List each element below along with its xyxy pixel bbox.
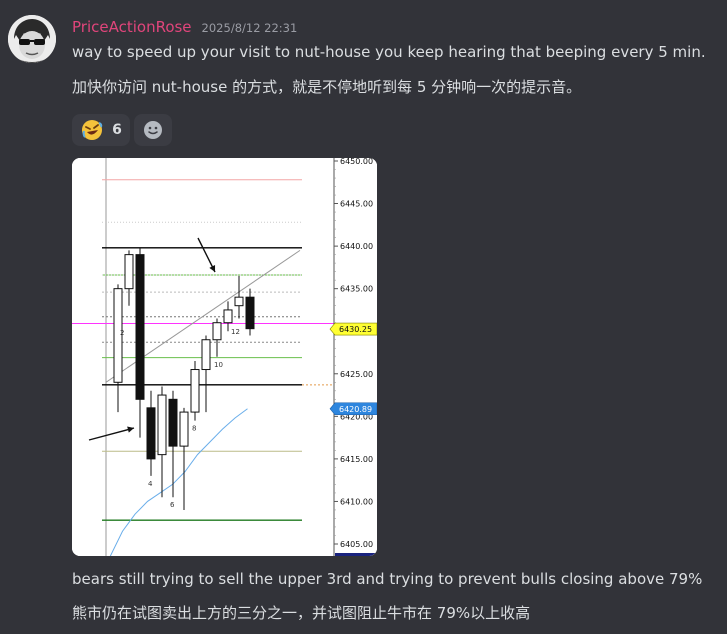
candle xyxy=(245,288,255,336)
moving-average-marker-text: 6420.89 xyxy=(339,405,372,414)
candle xyxy=(157,386,167,498)
moving-average-marker xyxy=(329,402,377,416)
arrow-top xyxy=(197,237,216,273)
tick-label: 6445.00 xyxy=(340,200,373,209)
tick-label: 6440.00 xyxy=(340,242,373,251)
rofl-emoji-icon xyxy=(82,120,103,140)
chart-attachment[interactable]: 2 4 6 8 10 12 6450.00 6445.00 6440.00 6435.00 643… xyxy=(72,158,377,556)
candle xyxy=(179,407,189,510)
tick-label: 6410.00 xyxy=(340,497,373,506)
arrow-top-head xyxy=(209,265,216,272)
bar-label-4: 4 xyxy=(148,480,153,488)
candle-body xyxy=(223,309,233,324)
caption-line-1: bears still trying to sell the upper 3rd… xyxy=(72,570,703,588)
candles: 2 4 6 8 10 12 xyxy=(113,247,255,510)
candle-body xyxy=(234,296,244,307)
candle xyxy=(201,335,211,413)
tick-label: 6425.00 xyxy=(340,370,373,379)
message-text-line-2: 加快你访问 nut-house 的方式，就是不停地听到每 5 分钟响一次的提示音… xyxy=(72,78,582,96)
candle-body xyxy=(124,254,134,290)
caption-line-2: 熊市仍在试图卖出上方的三分之一，并试图阻止牛市在 79%以上收高 xyxy=(72,604,531,622)
horizontal-lines xyxy=(72,158,377,556)
bar-label-12: 12 xyxy=(231,328,240,336)
add-reaction-icon xyxy=(144,121,162,139)
reactions-bar: 6 xyxy=(72,114,172,146)
moving-average-line xyxy=(109,408,248,556)
arrow-left xyxy=(88,427,135,441)
bar-label-8: 8 xyxy=(192,425,196,433)
candle xyxy=(190,361,200,421)
timestamp[interactable]: 2025/8/12 22:31 xyxy=(201,21,298,35)
avatar-image xyxy=(8,15,56,63)
candle xyxy=(234,275,244,319)
avatar[interactable] xyxy=(8,15,56,63)
candle xyxy=(135,247,145,438)
candle-body xyxy=(146,407,156,460)
candle-body xyxy=(135,254,145,400)
candle-body xyxy=(157,394,167,456)
reaction-rofl[interactable]: 6 xyxy=(72,114,130,146)
current-price-marker-text: 6430.25 xyxy=(339,325,372,334)
candle xyxy=(146,390,156,476)
candle xyxy=(113,284,123,413)
reaction-count: 6 xyxy=(112,122,122,138)
candle-body xyxy=(179,411,189,447)
price-axis: 6450.006445.006440.006435.006430.006425.… xyxy=(329,158,377,556)
bottom-price-tag xyxy=(335,553,377,556)
tick-label: 6415.00 xyxy=(340,455,373,464)
add-reaction-button[interactable] xyxy=(134,114,172,146)
tick-label: 6435.00 xyxy=(340,285,373,294)
axis-background xyxy=(334,158,377,556)
candle-body xyxy=(245,296,255,330)
bar-label-10: 10 xyxy=(214,361,223,369)
arrow-left-head xyxy=(127,426,134,433)
candle xyxy=(223,301,233,332)
username[interactable]: PriceActionRose xyxy=(72,18,192,36)
candle-body xyxy=(190,369,200,413)
candle xyxy=(168,390,178,498)
candle-body xyxy=(201,339,211,371)
bar-label-6: 6 xyxy=(170,501,175,509)
tick-label: 6450.00 xyxy=(340,158,373,166)
candlestick-chart: 2 4 6 8 10 12 6450.00 6445.00 6440.00 6435.00 643… xyxy=(72,158,377,556)
tick-label: 6420.00 xyxy=(340,412,373,421)
candle-body xyxy=(113,288,123,383)
candle-body xyxy=(212,322,222,341)
candle xyxy=(212,318,222,357)
current-price-marker xyxy=(329,322,377,336)
message-text-line-1: way to speed up your visit to nut-house … xyxy=(72,43,706,61)
candle-body xyxy=(168,398,178,447)
bar-label-2: 2 xyxy=(120,329,124,337)
message-header: PriceActionRose 2025/8/12 22:31 xyxy=(72,18,297,40)
tick-label: 6405.00 xyxy=(340,540,373,549)
candle xyxy=(124,250,134,306)
